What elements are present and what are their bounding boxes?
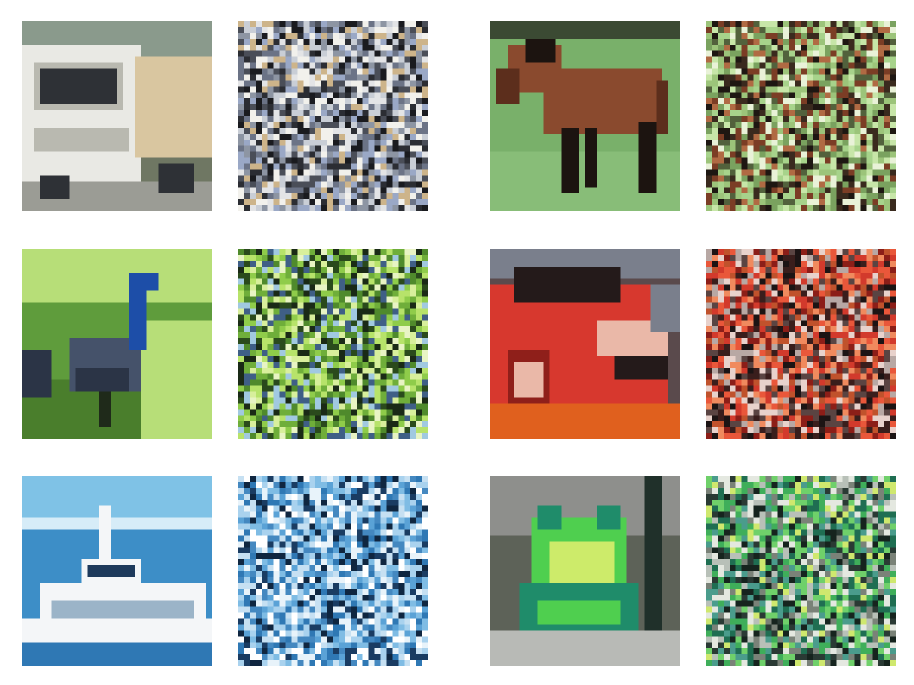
noise-pattern-icon — [706, 476, 896, 666]
original-image-truck — [22, 21, 212, 211]
noise-image-ship — [238, 476, 428, 666]
original-image-car — [490, 249, 680, 439]
noise-pattern-icon — [706, 21, 896, 211]
noise-pattern-icon — [706, 249, 896, 439]
car-photo-icon — [490, 249, 680, 439]
horse-photo-icon — [490, 21, 680, 211]
original-image-bird — [22, 249, 212, 439]
noise-image-truck — [238, 21, 428, 211]
original-image-horse — [490, 21, 680, 211]
noise-image-bird — [238, 249, 428, 439]
truck-photo-icon — [22, 21, 212, 211]
noise-pattern-icon — [238, 476, 428, 666]
ship-photo-icon — [22, 476, 212, 666]
noise-image-frog — [706, 476, 896, 666]
frog-photo-icon — [490, 476, 680, 666]
noise-pattern-icon — [238, 21, 428, 211]
original-image-ship — [22, 476, 212, 666]
noise-pattern-icon — [238, 249, 428, 439]
noise-image-horse — [706, 21, 896, 211]
bird-photo-icon — [22, 249, 212, 439]
original-image-frog — [490, 476, 680, 666]
noise-image-car — [706, 249, 896, 439]
